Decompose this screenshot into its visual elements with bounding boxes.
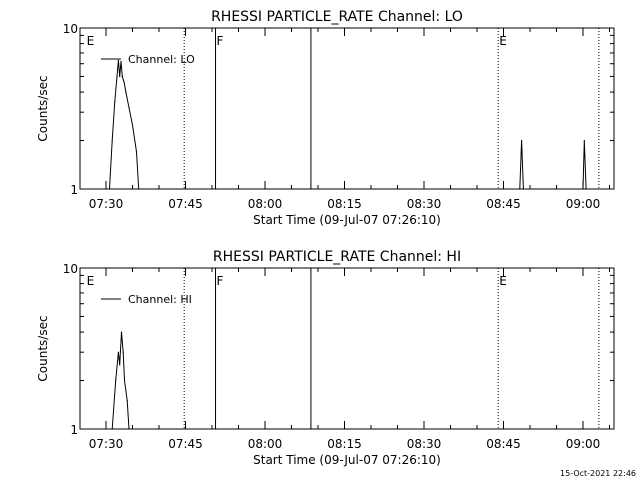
chart-panels: RHESSI PARTICLE_RATE Channel: LO Counts/s…: [36, 9, 615, 467]
x-tick-label: 08:00: [248, 437, 283, 451]
x-tick-label: 08:15: [327, 437, 362, 451]
x-tick-label: 08:45: [486, 197, 521, 211]
data-point: [111, 428, 113, 430]
data-point: [115, 379, 117, 382]
data-point: [522, 188, 525, 190]
annotation-letter: F: [217, 34, 224, 48]
legend-label: Channel: HI: [128, 293, 192, 306]
x-tick-label: 07:45: [168, 437, 203, 451]
data-point: [122, 351, 124, 353]
data-point: [125, 91, 127, 93]
x-tick-label: 08:30: [407, 197, 442, 211]
annotation-letter: E: [499, 274, 507, 288]
footer-timestamp: 15-Oct-2021 22:46: [560, 469, 636, 478]
data-point: [126, 400, 128, 402]
y-tick-label: 10: [63, 22, 78, 36]
x-tick-label: 07:30: [89, 197, 124, 211]
x-axis-label: Start Time (09-Jul-07 07:26:10): [253, 453, 441, 467]
data-point: [583, 139, 585, 142]
data-point: [123, 81, 125, 83]
data-point: [111, 139, 113, 142]
y-axis-label: Counts/sec: [36, 315, 50, 381]
data-point: [119, 364, 121, 366]
x-tick-label: 07:45: [168, 197, 203, 211]
legend-label: Channel: LO: [128, 53, 195, 66]
data-point: [582, 188, 584, 190]
chart-panel: RHESSI PARTICLE_RATE Channel: HI Counts/s…: [36, 249, 615, 467]
annotation-letter: E: [87, 274, 95, 288]
x-tick-label: 09:00: [566, 437, 601, 451]
data-point: [114, 100, 116, 102]
y-tick-label: 1: [70, 423, 78, 437]
data-point: [119, 75, 121, 78]
data-point: [117, 59, 119, 61]
data-point: [117, 351, 119, 353]
data-point: [521, 139, 523, 142]
x-tick-label: 08:15: [327, 197, 362, 211]
x-axis-label: Start Time (09-Jul-07 07:26:10): [253, 213, 441, 227]
data-point: [131, 124, 134, 126]
data-point: [128, 428, 130, 430]
data-point: [135, 151, 138, 153]
x-tick-label: 09:00: [566, 197, 601, 211]
y-axis-label: Counts/sec: [36, 75, 50, 141]
data-point: [108, 188, 111, 190]
data-point: [585, 188, 587, 190]
series-line: [109, 60, 587, 190]
data-point: [128, 107, 130, 109]
plot-frame: [79, 267, 615, 430]
x-tick-label: 08:45: [486, 437, 521, 451]
data-point: [519, 188, 521, 190]
annotation-letter: E: [87, 34, 95, 48]
annotation-letter: F: [217, 274, 224, 288]
data-point: [138, 188, 140, 190]
data-point: [120, 60, 122, 63]
data-point: [116, 75, 118, 78]
x-tick-label: 08:30: [407, 437, 442, 451]
x-tick-label: 08:00: [248, 197, 283, 211]
data-point: [121, 75, 123, 78]
chart-title: RHESSI PARTICLE_RATE Channel: HI: [213, 249, 461, 265]
data-point: [123, 379, 126, 382]
x-tick-label: 07:30: [89, 437, 124, 451]
annotation-letter: E: [499, 34, 507, 48]
data-point: [120, 331, 123, 333]
y-tick-label: 10: [63, 262, 78, 276]
y-tick-label: 1: [70, 183, 78, 197]
chart-title: RHESSI PARTICLE_RATE Channel: LO: [211, 9, 463, 25]
chart-panel: RHESSI PARTICLE_RATE Channel: LO Counts/s…: [36, 9, 615, 227]
